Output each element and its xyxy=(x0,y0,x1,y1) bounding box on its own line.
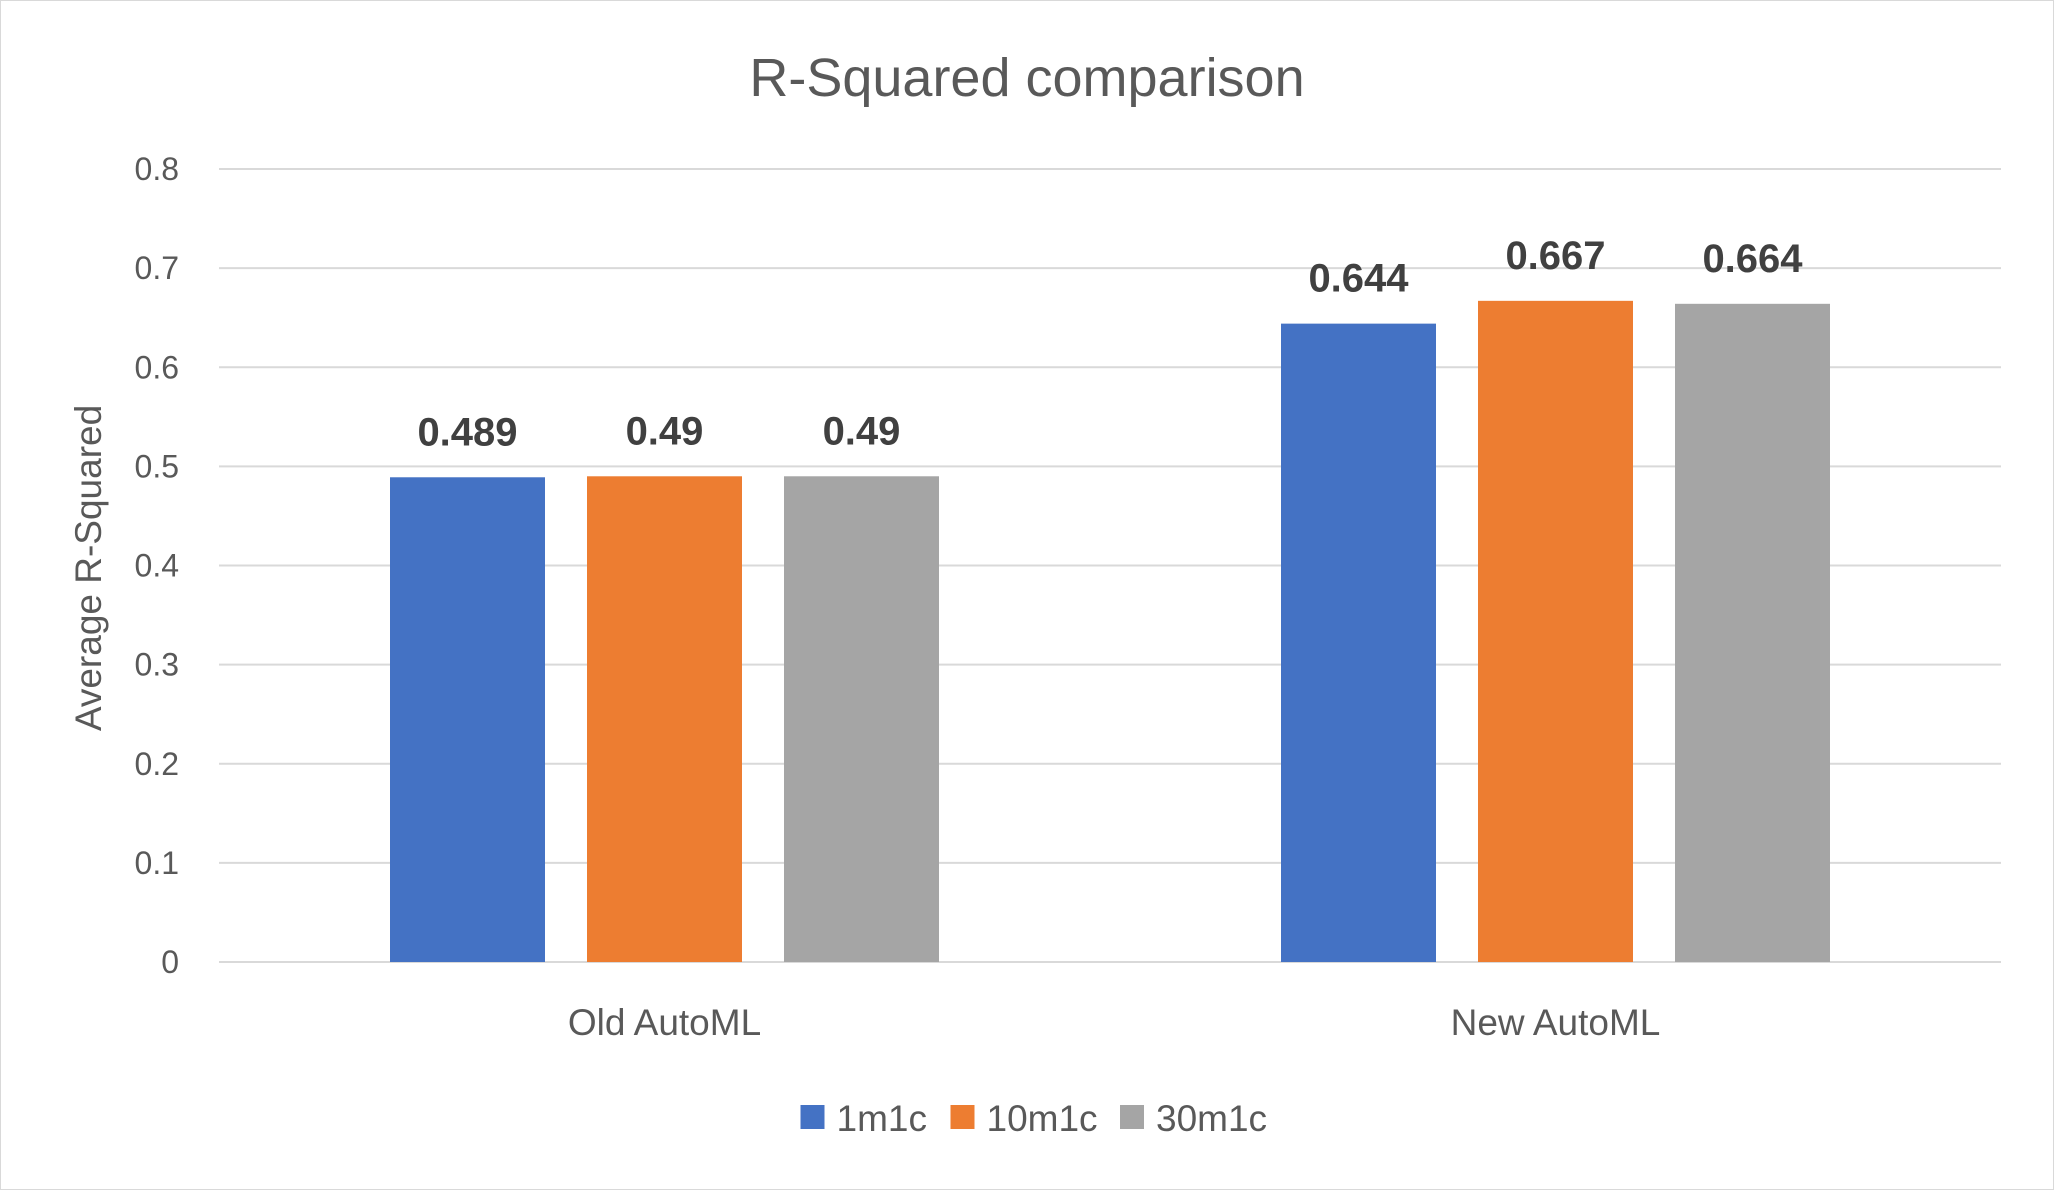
legend-swatch xyxy=(1120,1105,1144,1129)
y-tick-label: 0 xyxy=(161,944,179,980)
y-tick-label: 0.2 xyxy=(135,746,179,782)
legend-item: 1m1c xyxy=(800,1098,927,1139)
x-axis-categories: Old AutoML New AutoML xyxy=(568,1002,1661,1043)
legend-swatch xyxy=(800,1105,825,1129)
bar xyxy=(1478,300,1633,962)
x-category-label: New AutoML xyxy=(1451,1002,1661,1043)
bar-data-label: 0.489 xyxy=(417,410,517,454)
y-axis-ticks: 0 0.1 0.2 0.3 0.4 0.5 0.6 0.7 0.8 xyxy=(135,151,179,980)
bar xyxy=(390,477,545,962)
y-tick-label: 0.7 xyxy=(135,250,179,286)
x-category-label: Old AutoML xyxy=(568,1002,761,1043)
y-tick-label: 0.5 xyxy=(135,448,179,484)
legend: 1m1c 10m1c 30m1c xyxy=(800,1098,1267,1139)
chart-title: R-Squared comparison xyxy=(749,48,1304,108)
bars xyxy=(390,300,1830,962)
y-tick-label: 0.3 xyxy=(135,647,179,683)
legend-item: 10m1c xyxy=(950,1098,1098,1139)
bar-data-label: 0.667 xyxy=(1505,234,1605,278)
bar xyxy=(1281,323,1436,962)
y-tick-label: 0.6 xyxy=(135,349,179,385)
y-axis-label: Average R-Squared xyxy=(68,405,109,731)
legend-item: 30m1c xyxy=(1120,1098,1267,1139)
data-labels: 0.489 0.49 0.49 0.644 0.667 0.664 xyxy=(417,234,1803,454)
bar-data-label: 0.49 xyxy=(626,409,704,453)
bar-data-label: 0.664 xyxy=(1702,237,1803,281)
legend-label: 30m1c xyxy=(1156,1098,1267,1139)
bar-data-label: 0.644 xyxy=(1308,257,1409,301)
bar xyxy=(784,476,939,962)
y-tick-label: 0.8 xyxy=(135,151,179,187)
bar xyxy=(1675,303,1830,962)
legend-label: 1m1c xyxy=(837,1098,927,1139)
bar xyxy=(587,476,742,962)
legend-swatch xyxy=(950,1105,975,1129)
y-tick-label: 0.4 xyxy=(135,548,179,584)
legend-label: 10m1c xyxy=(987,1098,1098,1139)
bar-data-label: 0.49 xyxy=(823,409,901,453)
y-tick-label: 0.1 xyxy=(135,845,179,881)
